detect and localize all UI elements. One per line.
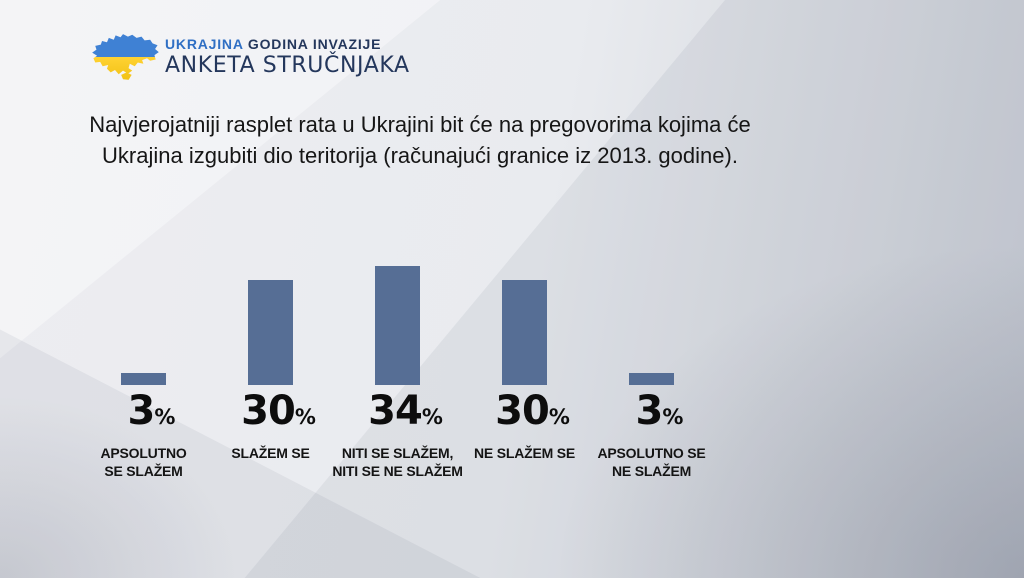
bar-value-label: 3% — [635, 388, 684, 434]
logo-title-part2: GODINA INVAZIJE — [247, 36, 382, 52]
bar — [502, 280, 547, 385]
bar-value-label: 3% — [127, 388, 176, 434]
question-text: Najvjerojatniji rasplet rata u Ukrajini … — [40, 109, 800, 171]
bar-value-label: 30% — [241, 388, 316, 434]
bar-area — [502, 255, 547, 385]
logo-title: UKRAJINA GODINA INVAZIJE — [165, 35, 410, 53]
chart-column: 30% SLAŽEM SE — [207, 255, 334, 480]
bar-chart: 3% APSOLUTNO SE SLAŽEM 30% SLAŽEM SE 34% … — [80, 255, 715, 480]
bar-area — [375, 255, 420, 385]
bar-category-label: NE SLAŽEM SE — [473, 445, 576, 461]
logo-title-part1: UKRAJINA — [165, 36, 244, 52]
bar-category-label: APSOLUTNO SE NE SLAŽEM — [597, 445, 706, 479]
chart-column: 30% NE SLAŽEM SE — [461, 255, 588, 480]
bar-category-label: NITI SE SLAŽEM, NITI SE NE SLAŽEM — [332, 445, 463, 479]
bar — [629, 373, 674, 385]
bar-area — [629, 255, 674, 385]
logo-subtitle: ANKETA STRUČNJAKA — [165, 53, 410, 78]
bar-category-label: SLAŽEM SE — [231, 445, 310, 461]
logo-text: UKRAJINA GODINA INVAZIJE ANKETA STRUČNJA… — [165, 35, 410, 79]
chart-column: 3% APSOLUTNO SE NE SLAŽEM — [588, 255, 715, 480]
ukraine-map-icon — [92, 34, 159, 80]
bar-value-label: 34% — [368, 388, 443, 434]
bar — [121, 373, 166, 385]
logo-lockup: UKRAJINA GODINA INVAZIJE ANKETA STRUČNJA… — [86, 28, 410, 86]
bar — [248, 280, 293, 385]
bar — [375, 266, 420, 385]
bar-area — [248, 255, 293, 385]
question-line-1: Najvjerojatniji rasplet rata u Ukrajini … — [89, 112, 751, 137]
chart-column: 3% APSOLUTNO SE SLAŽEM — [80, 255, 207, 480]
chart-column: 34% NITI SE SLAŽEM, NITI SE NE SLAŽEM — [332, 255, 463, 480]
question-line-2: Ukrajina izgubiti dio teritorija (računa… — [102, 143, 738, 168]
bar-value-label: 30% — [495, 388, 570, 434]
bar-category-label: APSOLUTNO SE SLAŽEM — [100, 445, 187, 479]
bar-area — [121, 255, 166, 385]
